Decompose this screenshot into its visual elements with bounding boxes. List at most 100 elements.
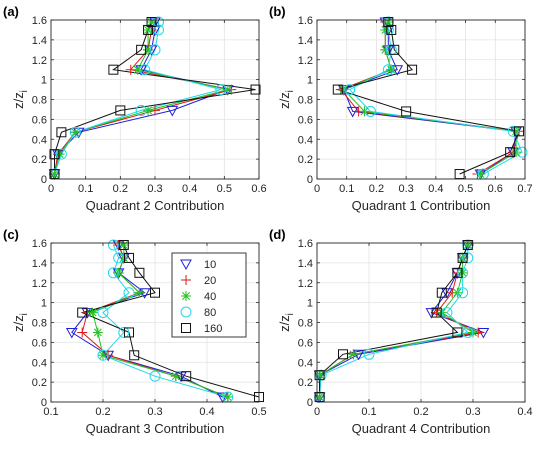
x-tick-label: 0 — [48, 183, 54, 195]
x-axis-label: Quadrant 2 Contribution — [86, 198, 225, 213]
y-tick-label: 0.8 — [298, 95, 313, 107]
data-point-160 — [431, 307, 442, 318]
data-point-40 — [146, 16, 157, 27]
data-point-160 — [49, 149, 60, 160]
x-tick-label: 0.1 — [339, 183, 354, 195]
panel-label: (b) — [269, 4, 286, 19]
x-tick-label: 0.5 — [251, 406, 266, 418]
y-tick-label: 1.4 — [32, 35, 47, 47]
y-tick-label: 0.2 — [298, 154, 313, 166]
data-point-80 — [69, 126, 81, 138]
y-axis-label: z/zi — [11, 313, 30, 332]
data-point-40 — [511, 147, 522, 158]
data-point-160 — [452, 327, 463, 338]
x-tick-label: 0.4 — [428, 183, 443, 195]
legend-label: 80 — [204, 307, 216, 319]
y-tick-label: 0 — [307, 174, 313, 186]
y-tick-label: 1.6 — [298, 238, 313, 250]
x-axis-label: Quadrant 4 Contribution — [352, 421, 491, 436]
data-point-40 — [143, 105, 154, 116]
y-tick-label: 0.6 — [298, 114, 313, 126]
data-point-40 — [143, 24, 154, 35]
data-point-40 — [87, 307, 98, 318]
y-tick-label: 0.4 — [32, 357, 47, 369]
chart-panel-1: 0 0.1 0.2 0.3 0.4 0.5 0.6 0 0.2 0.4 0.6 0.8 1 1.2 1.4 1… — [3, 4, 267, 213]
y-axis-label-main: z/z — [11, 315, 26, 332]
series-line-80 — [348, 22, 523, 175]
data-point-160 — [314, 392, 325, 403]
y-tick-label: 1.6 — [32, 238, 47, 250]
y-tick-label: 0.4 — [32, 134, 47, 146]
data-point-20 — [77, 327, 88, 338]
data-point-160 — [181, 371, 192, 382]
data-point-40 — [348, 349, 359, 360]
data-point-80 — [215, 84, 227, 96]
y-tick-label: 0.6 — [32, 337, 47, 349]
legend-label: 160 — [204, 323, 222, 335]
data-point-10 — [166, 105, 179, 117]
x-tick-label: 0.3 — [147, 406, 162, 418]
y-tick-label: 0.6 — [32, 114, 47, 126]
y-axis-label-subscript: i — [285, 90, 296, 92]
data-point-160 — [108, 64, 119, 75]
data-point-40 — [143, 44, 154, 55]
data-point-160 — [129, 350, 140, 361]
x-tick-label: 0.4 — [182, 183, 197, 195]
data-point-160 — [383, 16, 394, 27]
y-tick-label: 0 — [41, 397, 47, 409]
y-tick-label: 0.2 — [32, 377, 47, 389]
y-axis-label-subscript: i — [285, 313, 296, 315]
data-point-80 — [363, 348, 375, 360]
data-point-40 — [462, 239, 473, 250]
data-point-160 — [389, 44, 400, 55]
y-tick-label: 0.8 — [298, 318, 313, 330]
data-point-160 — [115, 105, 126, 116]
data-point-160 — [134, 267, 145, 278]
legend-label: 10 — [204, 259, 216, 271]
x-tick-label: 0.1 — [78, 183, 93, 195]
data-point-40 — [98, 350, 108, 361]
y-tick-label: 1.6 — [298, 15, 313, 27]
y-tick-label: 1.2 — [298, 278, 313, 290]
x-tick-label: 0.4 — [517, 406, 532, 418]
data-point-160 — [146, 16, 157, 27]
y-tick-label: 0.8 — [32, 318, 47, 330]
y-axis-label: z/zi — [11, 90, 30, 109]
chart-panel-2: 0 0.1 0.2 0.3 0.4 0.5 0.6 0.7 0 0.2 0.4 0.6 0.8 1 1.2 1… — [269, 4, 533, 213]
x-tick-label: 0.2 — [369, 183, 384, 195]
data-point-160 — [436, 287, 447, 298]
data-point-160 — [124, 327, 134, 338]
legend-label: 40 — [204, 291, 216, 303]
x-tick-label: 0 — [314, 183, 320, 195]
data-point-40 — [314, 392, 325, 403]
data-point-40 — [386, 64, 397, 75]
data-point-160 — [136, 44, 147, 55]
y-tick-label: 0.4 — [298, 134, 313, 146]
data-point-160 — [338, 349, 348, 360]
data-point-160 — [452, 267, 463, 278]
y-axis-label-main: z/z — [277, 92, 292, 109]
x-tick-label: 0.7 — [517, 183, 532, 195]
data-point-160 — [457, 252, 468, 263]
data-point-160 — [332, 84, 343, 95]
data-point-160 — [514, 126, 525, 137]
y-tick-label: 0.6 — [298, 337, 313, 349]
data-point-80 — [135, 104, 147, 116]
data-point-40 — [475, 169, 486, 180]
y-tick-label: 0 — [41, 174, 47, 186]
panel-label: (a) — [3, 4, 19, 19]
data-point-80 — [441, 307, 453, 319]
data-point-80 — [516, 146, 528, 158]
data-point-80 — [107, 267, 119, 279]
data-point-160 — [250, 84, 261, 95]
y-tick-label: 1.4 — [298, 258, 313, 270]
data-point-40 — [54, 149, 65, 160]
data-point-40 — [359, 106, 370, 117]
data-point-80 — [107, 239, 119, 251]
x-tick-label: 0.1 — [361, 406, 376, 418]
y-tick-label: 1 — [307, 75, 313, 87]
data-point-40 — [380, 44, 391, 55]
data-point-160 — [386, 24, 397, 35]
data-point-80 — [462, 252, 474, 264]
x-tick-label: 0.2 — [113, 183, 128, 195]
